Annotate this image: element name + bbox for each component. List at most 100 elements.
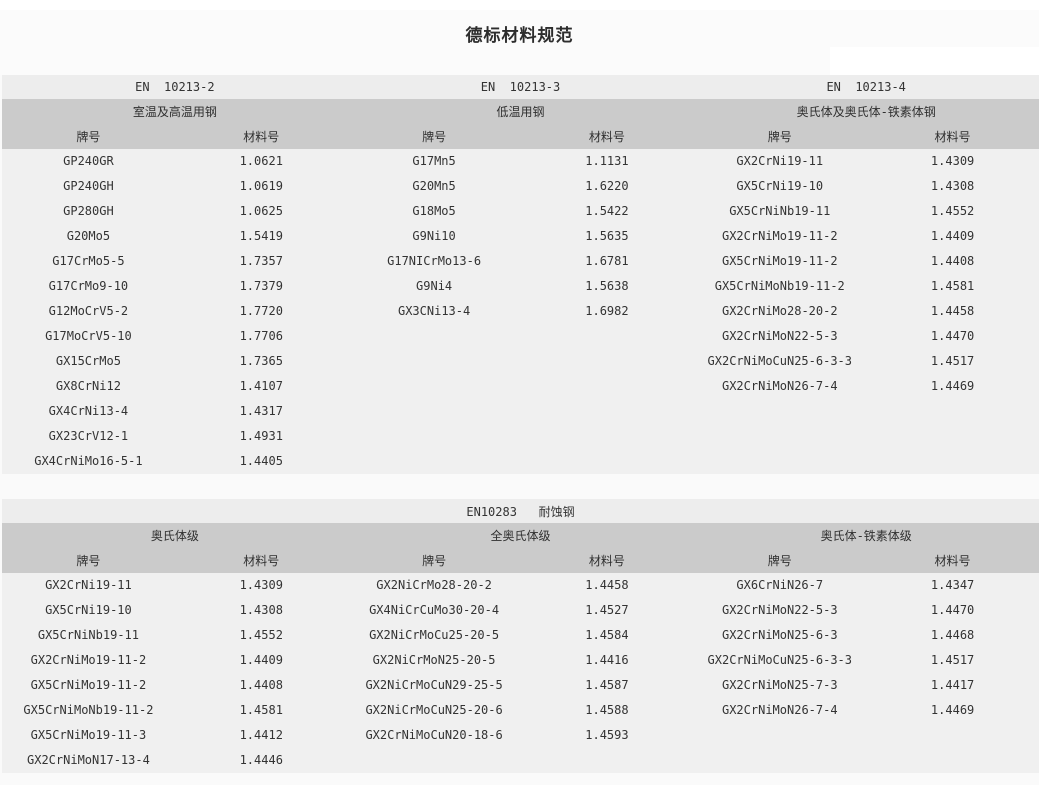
table-cell: 1.7365: [239, 354, 283, 368]
en-standard-label: EN 10213-4: [826, 80, 906, 94]
en-standard-label: EN 10213-3: [480, 80, 561, 94]
bottom-column-headers: 牌号 材料号 牌号 材料号 牌号 材料号: [2, 548, 1039, 573]
table-cell: 1.4469: [930, 379, 975, 393]
table-cell: GX2NiCrMo28-20-2: [376, 578, 492, 592]
table-austenitic-steel: GX2CrNi19-11 1.4309 GX5CrNi19-10 1.4308 GX5C…: [693, 149, 1039, 399]
table-row: GX5CrNi19-10 1.4308: [693, 174, 1039, 199]
table-cell: GP240GH: [63, 179, 114, 193]
table-row: GX15CrMo5 1.7365: [2, 349, 348, 374]
table-cell: GX4CrNi13-4: [48, 404, 129, 418]
table-cell: 1.4588: [585, 703, 629, 717]
table-row: GX2CrNiMoCuN25-6-3-3 1.4517: [693, 349, 1039, 374]
table-cell: 1.7706: [239, 329, 283, 343]
table-row: GX2CrNiMo19-11-2 1.4409: [693, 224, 1039, 249]
table-cell: 1.4517: [930, 653, 975, 667]
table-cell: 1.4458: [585, 578, 629, 592]
col-header-grade: 牌号: [76, 554, 101, 568]
table-cell: 1.4309: [239, 578, 283, 592]
table-cell: GX5CrNiNb19-11: [37, 628, 139, 642]
table-row: GX2CrNiMo28-20-2 1.4458: [693, 299, 1039, 324]
table-cell: GX2CrNiMoCuN20-18-6: [365, 728, 503, 742]
table-cell: GX2CrNiMoN17-13-4: [27, 753, 150, 767]
bottom-group-titles: 奥氏体级 全奥氏体级 奥氏体-铁素体级: [2, 523, 1039, 548]
table-cell: GX5CrNiMo19-11-2: [30, 678, 147, 692]
table-cell: 1.4552: [930, 204, 975, 218]
table-row: G17CrMo9-10 1.7379: [2, 274, 348, 299]
table-cell: GX2NiCrMoN25-20-5: [372, 653, 496, 667]
table-row: GX5CrNiNb19-11 1.4552: [693, 199, 1039, 224]
table-austenitic-ferritic-grade: GX6CrNiN26-7 1.4347 GX2CrNiMoN22-5-3 1.4470…: [693, 573, 1039, 723]
table-cell: 1.5419: [239, 229, 283, 243]
table-cell: G17NICrMo13-6: [387, 254, 482, 268]
table-row: GP240GR 1.0621: [2, 149, 348, 174]
table-row: GX5CrNiMo19-11-2 1.4408: [2, 673, 348, 698]
table-cell: GX2CrNiMoCuN25-6-3-3: [707, 653, 853, 667]
table-cell: 1.4107: [239, 379, 283, 393]
table-cell: 1.6220: [585, 179, 629, 193]
table-cell: GX5CrNi19-10: [45, 603, 132, 617]
table-cell: 1.4581: [930, 279, 975, 293]
table-cell: 1.4470: [930, 329, 975, 343]
table-row: G18Mo5 1.5422: [348, 199, 694, 224]
bottom-group-header: 奥氏体级 全奥氏体级 奥氏体-铁素体级 牌号 材料号 牌号 材料号 牌号 材料号: [2, 523, 1039, 573]
table-row: GX2CrNiMoN26-7-4 1.4469: [693, 698, 1039, 723]
table-cell: GX2NiCrMoCuN29-25-5: [365, 678, 503, 692]
table-row: GX2CrNi19-11 1.4309: [693, 149, 1039, 174]
table-cell: GX2NiCrMoCu25-20-5: [369, 628, 500, 642]
bottom-data-area: GX2CrNi19-11 1.4309 GX5CrNi19-10 1.4308 GX5C…: [2, 573, 1039, 773]
table-cell: G9Ni4: [416, 279, 453, 293]
table-cell: G17CrMo9-10: [48, 279, 129, 293]
table-row: GX2CrNiMoN17-13-4 1.4446: [2, 748, 348, 773]
table-cell: 1.4458: [930, 304, 975, 318]
table-cell: GP240GR: [63, 154, 114, 168]
table-cell: GX6CrNiN26-7: [736, 578, 824, 592]
top-white-strip: [0, 0, 1039, 10]
table-row: GX8CrNi12 1.4107: [2, 374, 348, 399]
table-cell: GX5CrNiMo19-11-2: [721, 254, 838, 268]
table-cell: 1.4470: [930, 603, 975, 617]
table-cell: 1.4469: [930, 703, 975, 717]
table-cell: 1.4584: [585, 628, 629, 642]
table-cell: 1.4408: [239, 678, 283, 692]
col-header-grade: 牌号: [76, 130, 101, 144]
table-row: G20Mo5 1.5419: [2, 224, 348, 249]
table-row: GX2NiCrMoCu25-20-5 1.4584: [348, 623, 694, 648]
table-row: G17Mn5 1.1131: [348, 149, 694, 174]
table-row: G17MoCrV5-10 1.7706: [2, 324, 348, 349]
table-row: GX6CrNiN26-7 1.4347: [693, 573, 1039, 598]
table-cell: GX5CrNiNb19-11: [729, 204, 831, 218]
group-title: 室温及高温用钢: [132, 105, 217, 119]
table-cell: 1.0621: [239, 154, 283, 168]
table-cell: GX2CrNiMoN25-7-3: [721, 678, 838, 692]
table-row: GX2NiCrMoCuN29-25-5 1.4587: [348, 673, 694, 698]
bottom-en-standard-row: EN10283 耐蚀钢: [2, 499, 1039, 523]
table-cell: 1.5638: [585, 279, 629, 293]
table-cell: 1.4517: [930, 354, 975, 368]
table-row: GP240GH 1.0619: [2, 174, 348, 199]
table-row: GX4NiCrCuMo30-20-4 1.4527: [348, 598, 694, 623]
table-cell: 1.4931: [239, 429, 283, 443]
table-cell: GP280GH: [63, 204, 114, 218]
table-cell: G20Mn5: [412, 179, 456, 193]
table-cell: 1.4408: [930, 254, 975, 268]
table-room-high-temp-steel: GP240GR 1.0621 GP240GH 1.0619 GP280GH 1.0625 G…: [2, 149, 348, 474]
col-header-material: 材料号: [588, 130, 625, 144]
table-row: GX23CrV12-1 1.4931: [2, 424, 348, 449]
table-cell: GX5CrNiMoNb19-11-2: [714, 279, 845, 293]
col-header-material: 材料号: [243, 130, 280, 144]
decor-white-box: [830, 47, 1039, 75]
section-gap: [0, 474, 1039, 499]
col-header-grade: 牌号: [767, 130, 792, 144]
table-cell: 1.4552: [239, 628, 283, 642]
table-cell: 1.4468: [930, 628, 975, 642]
table-cell: GX4NiCrCuMo30-20-4: [369, 603, 500, 617]
table-cell: 1.1131: [585, 154, 629, 168]
table-row: GX5CrNiNb19-11 1.4552: [2, 623, 348, 648]
table-cell: GX15CrMo5: [55, 354, 121, 368]
bottom-background: [0, 773, 1039, 785]
table-row: GX4CrNiMo16-5-1 1.4405: [2, 449, 348, 474]
en-standard-label: EN10283 耐蚀钢: [466, 504, 575, 519]
table-cell: GX2CrNiMo19-11-2: [30, 653, 147, 667]
table-cell: 1.5635: [585, 229, 629, 243]
